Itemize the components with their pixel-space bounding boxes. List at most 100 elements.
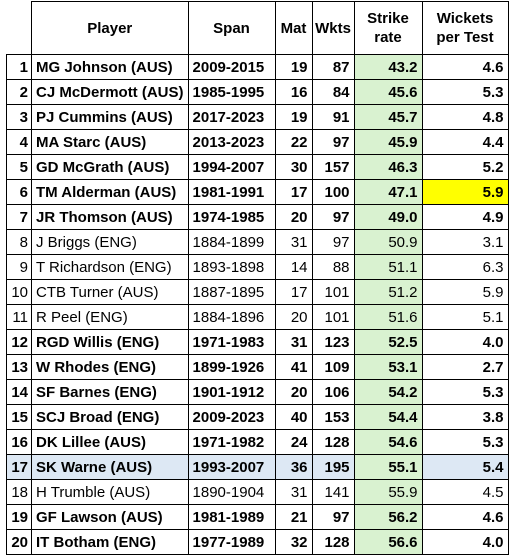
rank-cell: 18	[6, 479, 32, 505]
header-wkts: Wkts	[311, 1, 355, 55]
header-row: Player Span Mat Wkts Strike rate Wickets…	[6, 1, 509, 55]
player-cell: SK Warne (AUS)	[31, 454, 189, 480]
wickets-per-test-cell: 4.4	[421, 129, 509, 155]
rank-cell: 2	[6, 79, 32, 105]
mat-cell: 14	[274, 254, 313, 280]
span-cell: 1971-1983	[187, 329, 276, 355]
wickets-per-test-cell: 5.3	[421, 379, 509, 405]
mat-cell: 19	[274, 104, 313, 130]
strike-rate-cell: 56.2	[353, 504, 423, 530]
strike-rate-cell: 51.1	[353, 254, 423, 280]
wickets-per-test-cell: 6.3	[421, 254, 509, 280]
mat-cell: 21	[274, 504, 313, 530]
mat-cell: 20	[274, 204, 313, 230]
mat-cell: 20	[274, 379, 313, 405]
wickets-per-test-cell: 5.1	[421, 304, 509, 330]
span-cell: 1901-1912	[187, 379, 276, 405]
table-row: 10 CTB Turner (AUS) 1887-1895 17 101 51.…	[6, 279, 509, 305]
rank-cell: 19	[6, 504, 32, 530]
wkts-cell: 100	[311, 179, 355, 205]
wkts-cell: 106	[311, 379, 355, 405]
strike-rate-cell: 43.2	[353, 54, 423, 80]
wickets-per-test-cell: 5.3	[421, 79, 509, 105]
player-cell: GF Lawson (AUS)	[31, 504, 189, 530]
strike-rate-cell: 45.6	[353, 79, 423, 105]
wkts-cell: 101	[311, 304, 355, 330]
table-row: 4 MA Starc (AUS) 2013-2023 22 97 45.9 4.…	[6, 129, 509, 155]
player-cell: PJ Cummins (AUS)	[31, 104, 189, 130]
wickets-per-test-cell: 5.9	[421, 279, 509, 305]
player-cell: IT Botham (ENG)	[31, 529, 189, 555]
player-cell: MA Starc (AUS)	[31, 129, 189, 155]
table-row: 18 H Trumble (AUS) 1890-1904 31 141 55.9…	[6, 479, 509, 505]
mat-cell: 31	[274, 479, 313, 505]
rank-cell: 15	[6, 404, 32, 430]
span-cell: 1994-2007	[187, 154, 276, 180]
table-row: 8 J Briggs (ENG) 1884-1899 31 97 50.9 3.…	[6, 229, 509, 255]
header-mat: Mat	[274, 1, 313, 55]
wkts-cell: 97	[311, 129, 355, 155]
wickets-per-test-cell: 3.1	[421, 229, 509, 255]
wkts-cell: 97	[311, 504, 355, 530]
strike-rate-cell: 55.9	[353, 479, 423, 505]
strike-rate-cell: 54.4	[353, 404, 423, 430]
wkts-cell: 153	[311, 404, 355, 430]
wkts-cell: 101	[311, 279, 355, 305]
table-row: 7 JR Thomson (AUS) 1974-1985 20 97 49.0 …	[6, 204, 509, 230]
table-row: 1 MG Johnson (AUS) 2009-2015 19 87 43.2 …	[6, 54, 509, 80]
mat-cell: 22	[274, 129, 313, 155]
rank-cell: 10	[6, 279, 32, 305]
strike-rate-cell: 49.0	[353, 204, 423, 230]
strike-rate-cell: 56.6	[353, 529, 423, 555]
header-strike-rate: Strike rate	[353, 1, 423, 55]
rank-cell: 3	[6, 104, 32, 130]
rank-cell: 17	[6, 454, 32, 480]
wkts-cell: 123	[311, 329, 355, 355]
strike-rate-cell: 52.5	[353, 329, 423, 355]
table-row: 14 SF Barnes (ENG) 1901-1912 20 106 54.2…	[6, 379, 509, 405]
rank-cell: 11	[6, 304, 32, 330]
player-cell: SF Barnes (ENG)	[31, 379, 189, 405]
player-cell: CJ McDermott (AUS)	[31, 79, 189, 105]
table-row: 2 CJ McDermott (AUS) 1985-1995 16 84 45.…	[6, 79, 509, 105]
table-row: 16 DK Lillee (AUS) 1971-1982 24 128 54.6…	[6, 429, 509, 455]
mat-cell: 41	[274, 354, 313, 380]
wickets-per-test-cell: 5.4	[421, 454, 509, 480]
strike-rate-cell: 45.9	[353, 129, 423, 155]
rank-cell: 20	[6, 529, 32, 555]
player-cell: TM Alderman (AUS)	[31, 179, 189, 205]
header-wickets-per-test: Wickets per Test	[421, 1, 509, 55]
wkts-cell: 195	[311, 454, 355, 480]
mat-cell: 36	[274, 454, 313, 480]
span-cell: 1884-1896	[187, 304, 276, 330]
rank-cell: 7	[6, 204, 32, 230]
mat-cell: 16	[274, 79, 313, 105]
table-row: 19 GF Lawson (AUS) 1981-1989 21 97 56.2 …	[6, 504, 509, 530]
highlighted-table-row: 17 SK Warne (AUS) 1993-2007 36 195 55.1 …	[6, 454, 509, 480]
table-row: 13 W Rhodes (ENG) 1899-1926 41 109 53.1 …	[6, 354, 509, 380]
strike-rate-cell: 45.7	[353, 104, 423, 130]
rank-cell: 8	[6, 229, 32, 255]
mat-cell: 30	[274, 154, 313, 180]
wkts-cell: 128	[311, 529, 355, 555]
wickets-per-test-cell: 2.7	[421, 354, 509, 380]
mat-cell: 19	[274, 54, 313, 80]
wickets-per-test-cell: 4.9	[421, 204, 509, 230]
player-cell: R Peel (ENG)	[31, 304, 189, 330]
table-row: 9 T Richardson (ENG) 1893-1898 14 88 51.…	[6, 254, 509, 280]
wickets-per-test-max-cell: 5.9	[421, 179, 509, 205]
bowling-stats-table: Player Span Mat Wkts Strike rate Wickets…	[6, 1, 509, 555]
player-cell: SCJ Broad (ENG)	[31, 404, 189, 430]
span-cell: 1977-1989	[187, 529, 276, 555]
rank-cell: 12	[6, 329, 32, 355]
player-cell: GD McGrath (AUS)	[31, 154, 189, 180]
player-cell: DK Lillee (AUS)	[31, 429, 189, 455]
header-span: Span	[187, 1, 276, 55]
mat-cell: 31	[274, 329, 313, 355]
rank-cell: 13	[6, 354, 32, 380]
mat-cell: 32	[274, 529, 313, 555]
table-row: 3 PJ Cummins (AUS) 2017-2023 19 91 45.7 …	[6, 104, 509, 130]
player-cell: MG Johnson (AUS)	[31, 54, 189, 80]
header-player: Player	[31, 1, 189, 55]
span-cell: 1974-1985	[187, 204, 276, 230]
